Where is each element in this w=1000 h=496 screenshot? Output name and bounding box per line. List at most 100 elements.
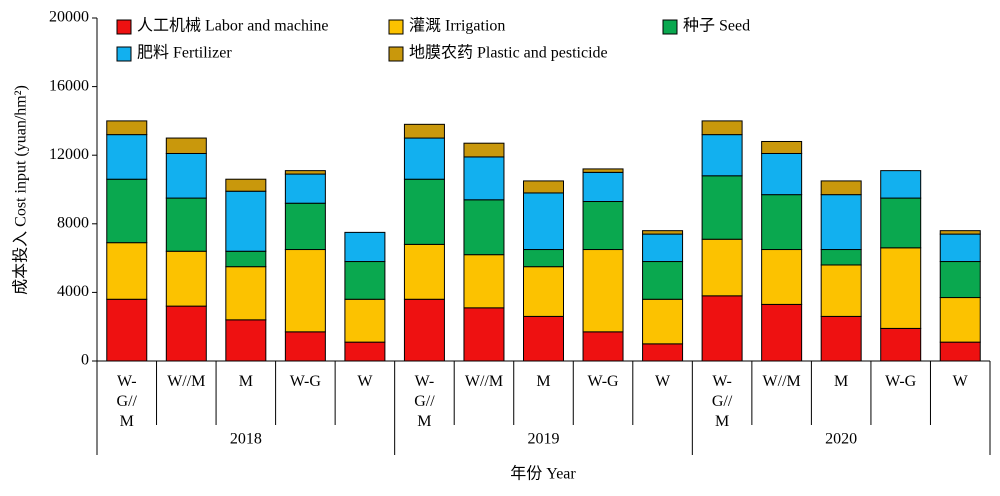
bar-segment	[701, 295, 743, 362]
bar-segment	[403, 298, 445, 362]
x-tick-label: M	[834, 373, 849, 390]
legend-label: 人工机械 Labor and machine	[137, 17, 329, 35]
bar-segment	[523, 315, 564, 362]
x-axis-label: 年份 Year	[510, 465, 576, 483]
bar-segment	[523, 266, 564, 317]
bar-segment	[165, 305, 207, 362]
x-tick-label: M	[536, 373, 551, 390]
bar-segment	[880, 170, 922, 199]
bar-segment	[880, 247, 922, 329]
bar-segment	[106, 242, 148, 300]
bar-segment	[642, 343, 684, 362]
x-tick-label: W//M	[762, 373, 801, 390]
x-tick-label: W	[357, 373, 373, 390]
bar-segment	[642, 233, 684, 263]
group-label: 2020	[825, 431, 857, 448]
x-tick-label: W-G	[885, 373, 917, 390]
bar-segment	[284, 170, 326, 175]
bar-segment	[939, 341, 981, 362]
bar-segment	[642, 261, 684, 300]
bar-segment	[165, 137, 207, 154]
legend-swatch	[388, 46, 404, 62]
bar-segment	[939, 230, 981, 235]
bar-segment	[284, 173, 326, 204]
bar-segment	[642, 298, 684, 345]
bar-segment	[344, 298, 386, 343]
legend-swatch	[388, 19, 404, 35]
y-tick-label: 0	[81, 352, 89, 369]
bar-segment	[463, 156, 505, 201]
legend-swatch	[662, 19, 678, 35]
bar-segment	[344, 231, 386, 263]
bar-segment	[523, 192, 564, 251]
bar-segment	[939, 261, 981, 299]
bar-segment	[463, 307, 505, 362]
bar-segment	[284, 202, 326, 251]
y-tick-label: 12000	[49, 146, 89, 163]
legend-swatch	[116, 19, 132, 35]
bar-segment	[701, 120, 743, 136]
bar-segment	[761, 140, 803, 154]
x-tick-label: W-G	[587, 373, 619, 390]
bar-segment	[820, 264, 862, 317]
x-tick-label: W-G//M	[116, 373, 137, 430]
bar-segment	[701, 134, 743, 177]
bar-segment	[225, 266, 267, 321]
bar-segment	[106, 298, 148, 362]
x-tick-label: M	[238, 373, 253, 390]
bar-segment	[582, 171, 624, 203]
legend-label: 种子 Seed	[683, 17, 750, 35]
bar-segment	[820, 194, 862, 251]
bar-segment	[880, 327, 922, 362]
bar-segment	[225, 250, 267, 268]
bar-segment	[225, 178, 267, 192]
bar-segment	[463, 199, 505, 256]
bar-segment	[225, 190, 267, 252]
bar-segment	[820, 180, 862, 196]
bar-segment	[106, 178, 148, 244]
bar-segment	[463, 254, 505, 309]
bar-segment	[701, 175, 743, 240]
bar-segment	[403, 243, 445, 300]
bar-segment	[880, 197, 922, 249]
bar-segment	[463, 142, 505, 158]
x-tick-label: W	[952, 373, 968, 390]
y-tick-label: 20000	[49, 9, 89, 26]
bar-segment	[403, 137, 445, 180]
bar-segment	[761, 194, 803, 251]
bar-segment	[820, 315, 862, 362]
x-tick-label: W-G//M	[711, 373, 733, 430]
bar-segment	[523, 249, 564, 268]
y-tick-label: 4000	[57, 283, 89, 300]
bar-segment	[403, 178, 445, 245]
legend-label: 地膜农药 Plastic and pesticide	[409, 44, 608, 62]
bar-segment	[701, 238, 743, 297]
x-tick-label: W//M	[464, 373, 504, 390]
bar-segment	[165, 197, 207, 252]
bar-segment	[939, 297, 981, 343]
y-axis-label: 成本投入 Cost input (yuan/hm²)	[12, 85, 30, 295]
x-tick-label: W	[655, 373, 671, 390]
legend-swatch	[116, 46, 132, 62]
bar-segment	[106, 134, 148, 180]
bar-segment	[582, 249, 624, 333]
bar-segment	[403, 123, 445, 139]
bar-segment	[939, 233, 981, 263]
bar-segment	[165, 250, 207, 307]
bar-segment	[344, 261, 386, 300]
bar-segment	[761, 303, 803, 362]
x-tick-label: W-G	[289, 373, 321, 390]
legend-label: 灌溉 Irrigation	[409, 17, 505, 35]
y-tick-label: 8000	[57, 214, 89, 231]
bar-segment	[284, 331, 326, 362]
bar-segment	[582, 168, 624, 173]
y-tick-label: 16000	[49, 77, 89, 94]
x-tick-label: W-G//M	[414, 373, 435, 430]
bar-segment	[761, 152, 803, 196]
bar-segment	[225, 319, 267, 362]
bar-segment	[165, 152, 207, 199]
bar-segment	[642, 230, 684, 235]
bar-segment	[761, 249, 803, 305]
